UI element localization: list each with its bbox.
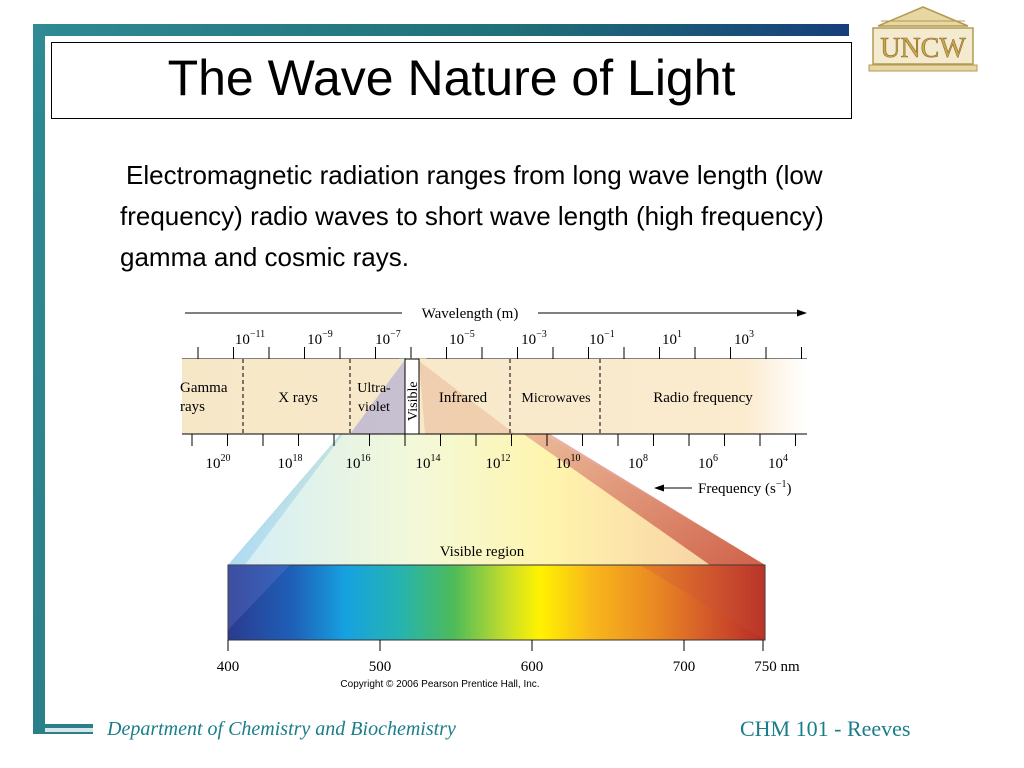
wavelength-tick-0: 10−11 — [235, 329, 265, 348]
copyright-text: Copyright © 2006 Pearson Prentice Hall, … — [340, 679, 539, 690]
footer-department: Department of Chemistry and Biochemistry — [107, 718, 456, 740]
wavelength-tick-labels: 10−11 10−9 10−7 10−5 10−3 10−1 101 103 — [235, 329, 754, 348]
nm-tick-label-0: 400 — [217, 659, 240, 675]
frequency-tick-5: 1010 — [556, 453, 581, 472]
logo-pediment — [877, 6, 969, 27]
ir-wedge — [419, 361, 515, 434]
wavelength-tick-3: 10−5 — [449, 329, 475, 348]
nm-tick-label-3: 700 — [673, 659, 696, 675]
bottom-axis-ticks — [191, 434, 796, 446]
frequency-tick-labels: 1020 1018 1016 1014 1012 1010 108 106 104 — [206, 453, 789, 472]
frequency-arrowhead — [654, 484, 664, 492]
wavelength-arrowhead — [797, 309, 807, 317]
region-microwaves: Microwaves — [521, 391, 590, 406]
frequency-tick-8: 104 — [768, 453, 788, 472]
uv-wedge — [350, 361, 408, 434]
frequency-label: Frequency (s−1) — [698, 479, 792, 497]
frequency-tick-0: 1020 — [206, 453, 231, 472]
nm-tick-label-4: 750 nm — [754, 659, 800, 675]
slide-frame-left — [33, 24, 45, 724]
nm-tick-label-2: 600 — [521, 659, 544, 675]
frequency-tick-4: 1012 — [486, 453, 511, 472]
frequency-tick-7: 106 — [698, 453, 718, 472]
wavelength-label: Wavelength (m) — [422, 306, 519, 322]
nm-tick-label-1: 500 — [369, 659, 392, 675]
wavelength-tick-5: 10−1 — [589, 329, 615, 348]
region-xrays: X rays — [278, 390, 318, 406]
footer-course: CHM 101 - Reeves — [740, 716, 911, 741]
slide-title: The Wave Nature of Light — [167, 50, 736, 106]
frequency-tick-1: 1018 — [278, 453, 303, 472]
region-uv-line2: violet — [358, 400, 390, 415]
region-gamma-line1: Gamma — [180, 380, 228, 396]
region-visible: Visible — [406, 381, 421, 421]
spectrum-band — [182, 359, 807, 434]
logo-plaque — [872, 27, 974, 65]
em-spectrum-diagram: Wavelength (m) 10−11 10−9 10−7 10−5 10−3 10−1… — [180, 306, 807, 690]
slide-body-text: Electromagnetic radiation ranges from lo… — [120, 160, 824, 272]
frequency-tick-3: 1014 — [416, 453, 441, 472]
region-infrared: Infrared — [439, 390, 488, 406]
title-box: The Wave Nature of Light — [51, 42, 852, 119]
visible-spectrum-bar — [227, 564, 766, 641]
region-radio: Radio frequency — [653, 390, 753, 406]
slide-frame-bottom-accent — [45, 728, 93, 732]
wavelength-tick-1: 10−9 — [307, 329, 333, 348]
wavelength-tick-4: 10−3 — [521, 329, 547, 348]
slide-frame-top — [33, 24, 849, 36]
uncw-logo: UNCW — [868, 6, 978, 72]
wavelength-tick-2: 10−7 — [375, 329, 401, 348]
frequency-tick-6: 108 — [628, 453, 648, 472]
nanometer-axis: 400 500 600 700 750 nm — [217, 640, 800, 675]
region-gamma-line2: rays — [180, 399, 205, 415]
wavelength-tick-7: 103 — [734, 329, 754, 348]
region-uv-line1: Ultra- — [357, 381, 391, 396]
visible-region-label: Visible region — [440, 544, 525, 560]
logo-text: UNCW — [880, 33, 966, 64]
wavelength-tick-6: 101 — [662, 329, 682, 348]
frequency-tick-2: 1016 — [346, 453, 371, 472]
top-axis-ticks — [197, 347, 802, 359]
